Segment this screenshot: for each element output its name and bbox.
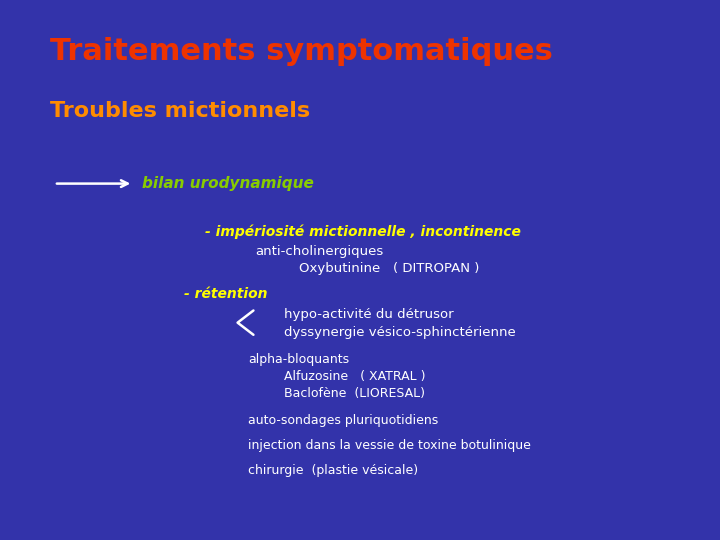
Text: anti-cholinergiques: anti-cholinergiques	[256, 245, 384, 258]
Text: - impériosité mictionnelle , incontinence: - impériosité mictionnelle , incontinenc…	[205, 225, 521, 239]
Text: Alfuzosine   ( XATRAL ): Alfuzosine ( XATRAL )	[284, 370, 426, 383]
Text: Baclofène  (LIORESAL): Baclofène (LIORESAL)	[284, 387, 426, 400]
Text: - rétention: - rétention	[184, 287, 267, 301]
Text: auto-sondages pluriquotidiens: auto-sondages pluriquotidiens	[248, 414, 438, 427]
Text: hypo-activité du détrusor: hypo-activité du détrusor	[284, 308, 454, 321]
Text: chirurgie  (plastie vésicale): chirurgie (plastie vésicale)	[248, 464, 418, 477]
Text: Traitements symptomatiques: Traitements symptomatiques	[50, 37, 553, 66]
Text: Troubles mictionnels: Troubles mictionnels	[50, 100, 310, 121]
Text: injection dans la vessie de toxine botulinique: injection dans la vessie de toxine botul…	[248, 439, 531, 452]
Text: dyssynergie vésico-sphinctérienne: dyssynergie vésico-sphinctérienne	[284, 326, 516, 339]
Text: Oxybutinine   ( DITROPAN ): Oxybutinine ( DITROPAN )	[299, 262, 480, 275]
Text: bilan urodynamique: bilan urodynamique	[142, 176, 314, 191]
Text: alpha-bloquants: alpha-bloquants	[248, 353, 349, 366]
